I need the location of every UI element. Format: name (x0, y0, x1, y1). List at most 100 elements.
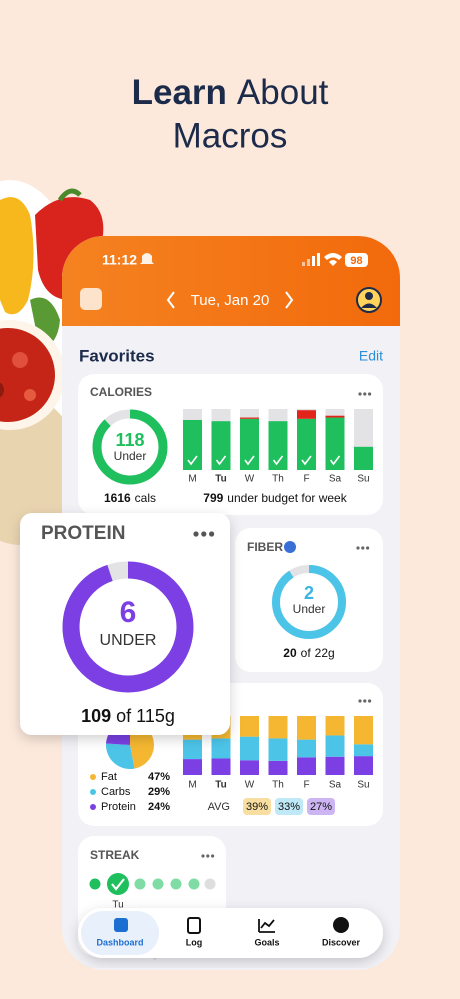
nav-date: Tue, Jan 20 (191, 292, 270, 309)
avg-chip (243, 798, 271, 815)
menu-dot (356, 546, 360, 550)
consumed-value: 1616 (104, 491, 131, 505)
check-icon (187, 455, 198, 466)
legend-name: Protein (101, 801, 136, 813)
legend-name: Fat (101, 771, 117, 783)
consumed-unit: cals (135, 491, 156, 505)
day-label: F (303, 780, 309, 791)
streak-dot (204, 878, 216, 890)
menu-dot (201, 531, 207, 537)
log-icon (187, 917, 201, 934)
tab-label[interactable]: Dashboard (96, 937, 143, 947)
legend-value: 24% (148, 801, 170, 813)
menu-dot (366, 546, 370, 550)
day-label: W (245, 780, 255, 791)
status-time: 11:12 (102, 252, 137, 268)
ring-progress (272, 565, 346, 639)
protein-remaining-label: UNDER (100, 632, 157, 649)
streak-title: STREAK (90, 848, 140, 862)
macro-bar (211, 738, 231, 759)
protein-consumed: 109 (81, 706, 111, 726)
calorie-over (240, 417, 259, 419)
profile-button[interactable] (356, 287, 382, 313)
macro-bar (325, 756, 345, 775)
prev-day[interactable] (166, 291, 175, 309)
battery-icon (345, 253, 368, 267)
avg-value: 27% (310, 801, 332, 813)
next-day[interactable] (285, 291, 294, 309)
calories-remaining-label: Under (114, 449, 147, 463)
macro-bar (183, 759, 202, 775)
calorie-bar (354, 446, 373, 470)
menu-dot (361, 546, 365, 550)
tab-highlight (81, 911, 159, 955)
header (62, 236, 400, 326)
macro-bar (211, 758, 231, 775)
macro-bar (297, 757, 316, 775)
fiber-amount: 20 of 22g (283, 646, 334, 660)
edit-button[interactable]: Edit (359, 348, 383, 364)
protein-amount: 109 of 115g (81, 706, 175, 726)
calorie-bar (211, 421, 231, 470)
streak-day: Tu (112, 900, 123, 911)
macro-bar (354, 744, 373, 757)
tab-label[interactable]: Discover (322, 937, 361, 947)
ring-progress (62, 561, 194, 693)
calorie-bar (268, 421, 288, 470)
day-label: Tu (215, 780, 226, 791)
menu-dot (206, 854, 210, 858)
check-icon (301, 455, 312, 466)
protein-remaining: 6 (120, 596, 137, 629)
legend-name: Carbs (101, 786, 131, 798)
macro-bar (240, 716, 259, 737)
tab-label[interactable]: Log (186, 937, 203, 947)
battery-level: 98 (350, 255, 362, 267)
macro-bar (297, 716, 316, 740)
check-icon (244, 455, 255, 466)
legend-value: 29% (148, 786, 170, 798)
macro-bar (183, 739, 202, 760)
fiber-connector: of (301, 646, 312, 660)
fiber-title: FIBER (247, 540, 283, 554)
headline: Learn About (132, 73, 329, 112)
calories-consumed: 1616 cals (104, 491, 156, 505)
calories-remaining: 118 (115, 430, 144, 450)
calorie-over (297, 410, 316, 419)
week-summary: 799 under budget for week (203, 491, 347, 505)
macro-bar (325, 735, 345, 757)
macro-bar (268, 760, 288, 775)
day-label: M (188, 474, 196, 485)
streak-dot (188, 878, 200, 890)
day-label: Su (357, 780, 369, 791)
day-label: Su (357, 474, 369, 485)
week-value: 799 (203, 491, 223, 505)
streak-dot (170, 878, 182, 890)
menu-dot (368, 392, 372, 396)
menu-dot (358, 699, 362, 703)
scale-button[interactable] (80, 288, 102, 310)
streak-dot (134, 878, 146, 890)
check-icon (272, 455, 284, 466)
tab-label[interactable]: Goals (254, 937, 279, 947)
legend-dot (90, 804, 96, 810)
headline-bold: Learn (132, 73, 227, 112)
protein-goal: 115g (136, 706, 175, 726)
macro-bar (354, 716, 373, 745)
wifi-icon (324, 253, 342, 266)
pie-slice (105, 743, 135, 769)
avg-value: 39% (246, 801, 268, 813)
fiber-card[interactable] (235, 528, 383, 672)
avg-label: AVG (208, 801, 230, 813)
day-label: M (188, 780, 196, 791)
macro-bar (240, 760, 259, 775)
calorie-bar (297, 418, 316, 470)
protein-card[interactable] (20, 513, 230, 735)
day-label: Tu (215, 474, 226, 485)
avg-value: 33% (278, 801, 300, 813)
day-label: Sa (329, 780, 342, 791)
protein-title: PROTEIN (41, 523, 125, 544)
menu-dot (193, 531, 199, 537)
fiber-consumed: 20 (283, 646, 297, 660)
dashboard-icon (114, 918, 128, 932)
